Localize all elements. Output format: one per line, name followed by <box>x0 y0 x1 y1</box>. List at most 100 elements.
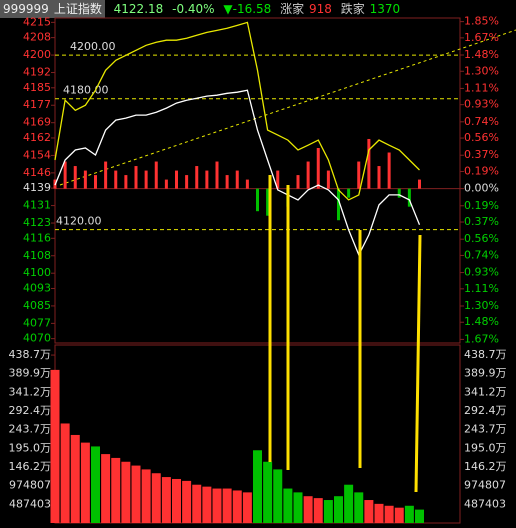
y-tick-label: 4077 <box>23 316 51 329</box>
y2-tick-label: 0.74% <box>464 248 499 261</box>
momentum-bar <box>347 188 351 198</box>
y-tick-label: 4139 <box>23 181 51 194</box>
momentum-bar <box>235 170 239 189</box>
volume-bar <box>121 461 131 523</box>
up-label: 涨家 <box>280 2 305 16</box>
y2-tick-label: 0.37% <box>464 215 499 228</box>
volume-tick-label-right: 195.0万 <box>464 441 507 454</box>
volume-bar <box>182 480 192 523</box>
volume-bar <box>161 477 171 523</box>
index-name: 上证指数 <box>53 2 102 16</box>
momentum-bar <box>144 170 148 189</box>
momentum-bar <box>104 161 108 189</box>
y2-tick-label: 0.56% <box>464 131 499 144</box>
momentum-bar <box>367 138 371 189</box>
momentum-bar <box>185 175 189 189</box>
y-tick-label: 4154 <box>23 148 51 161</box>
y2-tick-label: 0.93% <box>464 98 499 111</box>
y-tick-label: 4200 <box>23 48 51 61</box>
volume-bar <box>303 496 313 523</box>
momentum-bar <box>245 179 249 189</box>
momentum-bar <box>205 170 209 189</box>
momentum-bar <box>215 161 219 189</box>
y-tick-label: 4123 <box>23 216 51 229</box>
volume-bar <box>222 488 232 523</box>
y-tick-label: 4192 <box>23 66 51 79</box>
momentum-bar <box>326 170 330 189</box>
momentum-bar <box>316 148 320 189</box>
volume-bar <box>313 498 323 523</box>
y2-tick-label: 1.48% <box>464 315 499 328</box>
momentum-bar <box>124 175 128 189</box>
reference-label: 4120.00 <box>56 215 102 228</box>
y-tick-label: 4093 <box>23 281 51 294</box>
volume-tick-label: 487403 <box>9 497 51 510</box>
overlay-stroke <box>414 234 422 493</box>
y-tick-label: 4177 <box>23 98 51 111</box>
y2-tick-label: 1.11% <box>464 282 499 295</box>
volume-tick-label-right: 974807 <box>464 479 506 492</box>
reference-label: 4180.00 <box>63 84 109 97</box>
momentum-bar <box>164 179 168 189</box>
volume-bar <box>323 500 333 523</box>
volume-bar <box>384 505 394 523</box>
frame <box>54 17 461 524</box>
y-tick-label: 4185 <box>23 81 51 94</box>
volume-tick-label-right: 292.4万 <box>464 404 507 417</box>
volume-bar <box>151 473 161 523</box>
momentum-bar <box>377 166 381 189</box>
momentum-bar <box>94 175 97 189</box>
volume-bar <box>364 500 374 523</box>
volume-bar <box>111 457 121 523</box>
y-tick-label: 4116 <box>23 231 51 244</box>
volume-bar <box>242 492 252 523</box>
volume-bar <box>70 434 80 523</box>
y2-tick-label: 1.11% <box>464 81 499 94</box>
volume-bar <box>253 450 262 523</box>
header: 999999 上证指数 4122.18 -0.40% ▼-16.58 涨家 918… <box>0 0 516 18</box>
volume-tick-label: 341.2万 <box>9 385 52 398</box>
volume-bar <box>283 488 293 523</box>
volume-bar <box>60 423 70 523</box>
volume-bar <box>202 486 212 523</box>
reference-label: 4200.00 <box>70 40 116 53</box>
y-tick-label: 4169 <box>23 116 51 129</box>
volume-bar <box>354 492 364 523</box>
volume-tick-label-right: 341.2万 <box>464 385 507 398</box>
volume-bar <box>415 509 424 523</box>
volume-tick-label: 974807 <box>9 479 51 492</box>
down-label: 跌家 <box>340 2 365 16</box>
y2-tick-label: 0.74% <box>464 115 499 128</box>
momentum-bar <box>418 179 421 189</box>
momentum-bar <box>114 170 118 189</box>
momentum-bar <box>407 188 411 207</box>
y2-tick-label: 0.19% <box>464 164 499 177</box>
y-tick-label: 4108 <box>23 249 51 262</box>
y2-tick-label: 1.30% <box>464 299 499 312</box>
volume-bar <box>50 369 60 523</box>
y-tick-label: 4085 <box>23 299 51 312</box>
y-tick-label: 4131 <box>23 199 51 212</box>
y2-tick-label: 0.56% <box>464 232 499 245</box>
volume-bar <box>344 484 354 523</box>
momentum-bar <box>195 166 199 189</box>
volume-bar <box>334 496 343 523</box>
y-tick-label: 4146 <box>23 166 51 179</box>
trend-line <box>59 29 516 186</box>
volume-bar <box>91 446 100 523</box>
volume-bar <box>232 490 242 523</box>
momentum-bar <box>225 175 229 189</box>
volume-bar <box>374 503 384 523</box>
y-tick-label: 4100 <box>23 266 51 279</box>
momentum-bar <box>397 188 401 198</box>
volume-tick-label-right: 487403 <box>464 497 506 510</box>
momentum-bar <box>154 161 158 189</box>
volume-bar <box>101 454 111 523</box>
y2-tick-label: 1.67% <box>464 332 499 345</box>
last-price: 4122.18 <box>113 2 164 16</box>
plot: 4215 4208 4200 4192 4185 4177 4169 4162 4154 4146… <box>9 15 507 523</box>
volume-tick-label: 243.7万 <box>9 423 52 436</box>
volume-bar <box>212 488 222 523</box>
code-box: 999999 上证指数 <box>0 0 105 18</box>
volume-bar <box>141 469 151 523</box>
